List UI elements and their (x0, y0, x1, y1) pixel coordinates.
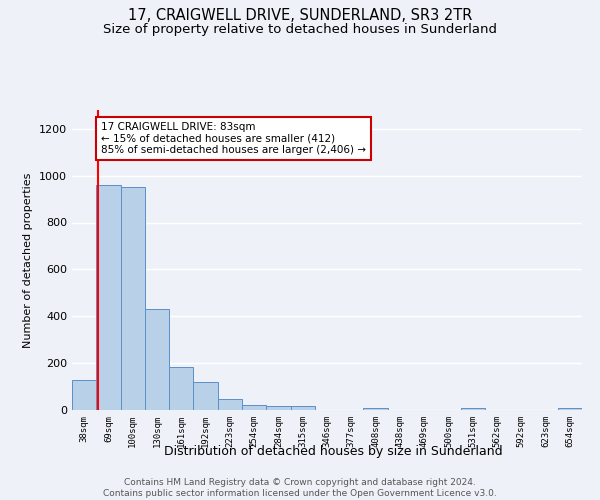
Bar (72, 380, 96, 410)
Bar (169, 366, 193, 410)
Bar (266, 406, 290, 410)
Bar (290, 406, 315, 410)
Bar (558, 408, 582, 410)
Text: Distribution of detached houses by size in Sunderland: Distribution of detached houses by size … (164, 445, 502, 458)
Text: 17, CRAIGWELL DRIVE, SUNDERLAND, SR3 2TR: 17, CRAIGWELL DRIVE, SUNDERLAND, SR3 2TR (128, 8, 472, 22)
Bar (218, 400, 242, 410)
Bar (121, 188, 145, 410)
Bar (96, 185, 121, 410)
Y-axis label: Number of detached properties: Number of detached properties (23, 172, 34, 348)
Bar (242, 406, 266, 410)
Bar (364, 408, 388, 410)
Text: Size of property relative to detached houses in Sunderland: Size of property relative to detached ho… (103, 22, 497, 36)
Bar (145, 309, 169, 410)
Text: Contains HM Land Registry data © Crown copyright and database right 2024.
Contai: Contains HM Land Registry data © Crown c… (103, 478, 497, 498)
Bar (193, 382, 218, 410)
Text: 17 CRAIGWELL DRIVE: 83sqm
← 15% of detached houses are smaller (412)
85% of semi: 17 CRAIGWELL DRIVE: 83sqm ← 15% of detac… (101, 122, 366, 155)
Bar (461, 408, 485, 410)
